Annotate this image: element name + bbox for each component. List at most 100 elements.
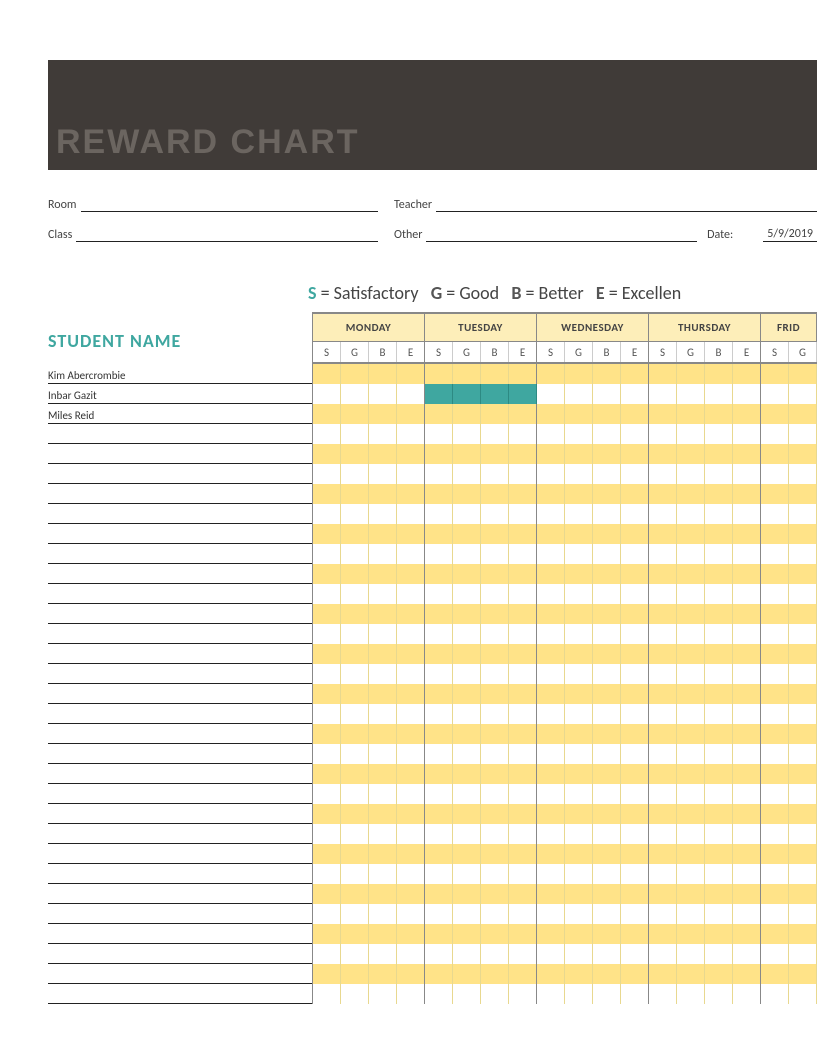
grid-cell[interactable] bbox=[733, 624, 761, 644]
grid-cell[interactable] bbox=[621, 664, 649, 684]
grid-cell[interactable] bbox=[789, 384, 817, 404]
grid-cell[interactable] bbox=[341, 944, 369, 964]
grid-cell[interactable] bbox=[761, 824, 789, 844]
grid-cell[interactable] bbox=[397, 944, 425, 964]
grid-cell[interactable] bbox=[397, 924, 425, 944]
grid-cell[interactable] bbox=[481, 884, 509, 904]
grid-cell[interactable] bbox=[733, 784, 761, 804]
grid-cell[interactable] bbox=[621, 924, 649, 944]
grid-cell[interactable] bbox=[565, 424, 593, 444]
grid-cell[interactable] bbox=[789, 784, 817, 804]
grid-cell[interactable] bbox=[453, 904, 481, 924]
grid-cell[interactable] bbox=[705, 444, 733, 464]
grid-cell[interactable] bbox=[593, 944, 621, 964]
grid-cell[interactable] bbox=[481, 524, 509, 544]
grid-cell[interactable] bbox=[649, 544, 677, 564]
grid-cell[interactable] bbox=[565, 384, 593, 404]
grid-cell[interactable] bbox=[789, 644, 817, 664]
grid-cell[interactable] bbox=[509, 744, 537, 764]
grid-cell[interactable] bbox=[481, 704, 509, 724]
grid-cell[interactable] bbox=[649, 904, 677, 924]
grid-cell[interactable] bbox=[537, 544, 565, 564]
grid-cell[interactable] bbox=[537, 944, 565, 964]
grid-cell[interactable] bbox=[397, 564, 425, 584]
grid-cell[interactable] bbox=[369, 364, 397, 384]
grid-cell[interactable] bbox=[761, 884, 789, 904]
grid-cell[interactable] bbox=[593, 564, 621, 584]
grid-cell[interactable] bbox=[509, 964, 537, 984]
grid-cell[interactable] bbox=[425, 464, 453, 484]
grid-cell[interactable] bbox=[565, 624, 593, 644]
grid-cell[interactable] bbox=[537, 524, 565, 544]
grid-cell[interactable] bbox=[789, 964, 817, 984]
grid-cell[interactable] bbox=[621, 444, 649, 464]
grid-cell[interactable] bbox=[593, 664, 621, 684]
grid-cell[interactable] bbox=[761, 784, 789, 804]
grid-cell[interactable] bbox=[537, 764, 565, 784]
grid-cell[interactable] bbox=[341, 664, 369, 684]
name-row[interactable] bbox=[48, 664, 312, 684]
grid-cell[interactable] bbox=[649, 784, 677, 804]
grid-cell[interactable] bbox=[453, 804, 481, 824]
grid-cell[interactable] bbox=[733, 744, 761, 764]
grid-cell[interactable] bbox=[313, 664, 341, 684]
name-row[interactable] bbox=[48, 704, 312, 724]
grid-cell[interactable] bbox=[341, 844, 369, 864]
name-row[interactable] bbox=[48, 524, 312, 544]
grid-cell[interactable] bbox=[621, 704, 649, 724]
grid-cell[interactable] bbox=[677, 464, 705, 484]
grid-cell[interactable] bbox=[565, 604, 593, 624]
grid-cell[interactable] bbox=[621, 724, 649, 744]
grid-cell[interactable] bbox=[733, 844, 761, 864]
name-row[interactable] bbox=[48, 944, 312, 964]
grid-cell[interactable] bbox=[621, 984, 649, 1004]
grid-cell[interactable] bbox=[369, 984, 397, 1004]
grid-cell[interactable] bbox=[397, 864, 425, 884]
grid-cell[interactable] bbox=[369, 964, 397, 984]
grid-cell[interactable] bbox=[649, 404, 677, 424]
grid-cell[interactable] bbox=[649, 984, 677, 1004]
grid-cell[interactable] bbox=[369, 804, 397, 824]
grid-cell[interactable] bbox=[509, 504, 537, 524]
grid-cell[interactable] bbox=[537, 664, 565, 684]
grid-cell[interactable] bbox=[593, 864, 621, 884]
grid-cell[interactable] bbox=[593, 824, 621, 844]
grid-cell[interactable] bbox=[453, 384, 481, 404]
grid-cell[interactable] bbox=[537, 624, 565, 644]
grid-cell[interactable] bbox=[481, 904, 509, 924]
grid-cell[interactable] bbox=[453, 364, 481, 384]
grid-cell[interactable] bbox=[733, 644, 761, 664]
grid-cell[interactable] bbox=[509, 464, 537, 484]
grid-cell[interactable] bbox=[481, 404, 509, 424]
grid-cell[interactable] bbox=[789, 984, 817, 1004]
grid-cell[interactable] bbox=[593, 444, 621, 464]
grid-cell[interactable] bbox=[789, 584, 817, 604]
grid-cell[interactable] bbox=[593, 924, 621, 944]
grid-cell[interactable] bbox=[649, 564, 677, 584]
grid-cell[interactable] bbox=[565, 484, 593, 504]
grid-cell[interactable] bbox=[453, 884, 481, 904]
grid-cell[interactable] bbox=[313, 824, 341, 844]
grid-cell[interactable] bbox=[397, 904, 425, 924]
grid-cell[interactable] bbox=[789, 924, 817, 944]
grid-cell[interactable] bbox=[733, 804, 761, 824]
grid-cell[interactable] bbox=[733, 964, 761, 984]
grid-cell[interactable] bbox=[565, 944, 593, 964]
grid-cell[interactable] bbox=[537, 964, 565, 984]
grid-cell[interactable] bbox=[509, 904, 537, 924]
grid-cell[interactable] bbox=[621, 884, 649, 904]
grid-cell[interactable] bbox=[313, 964, 341, 984]
grid-cell[interactable] bbox=[537, 784, 565, 804]
grid-cell[interactable] bbox=[509, 604, 537, 624]
grid-cell[interactable] bbox=[565, 744, 593, 764]
grid-cell[interactable] bbox=[677, 804, 705, 824]
grid-cell[interactable] bbox=[313, 884, 341, 904]
grid-cell[interactable] bbox=[649, 704, 677, 724]
grid-cell[interactable] bbox=[621, 744, 649, 764]
grid-cell[interactable] bbox=[677, 644, 705, 664]
grid-cell[interactable] bbox=[733, 944, 761, 964]
grid-cell[interactable] bbox=[733, 544, 761, 564]
grid-cell[interactable] bbox=[397, 824, 425, 844]
grid-cell[interactable] bbox=[621, 404, 649, 424]
grid-cell[interactable] bbox=[341, 604, 369, 624]
